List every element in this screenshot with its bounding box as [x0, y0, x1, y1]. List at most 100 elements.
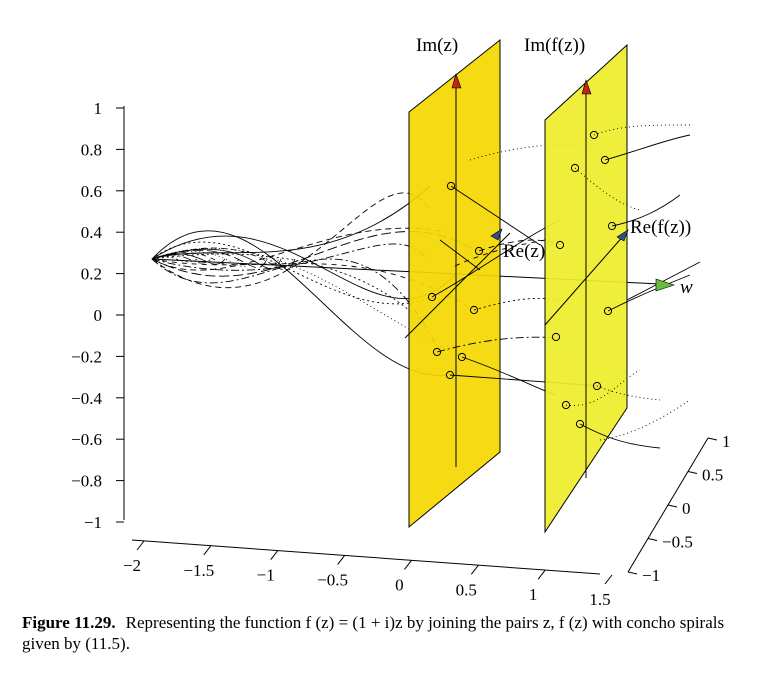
figure-caption: Figure 11.29. Representing the function f…	[22, 612, 757, 654]
axes: −1 −0.8 −0.6 −0.4 −0.2 0 0.2 0.4 0.6 0.8 1 −2 −1.5 −1…	[71, 99, 730, 609]
z-plane-vertical-arrow	[451, 73, 462, 89]
spiral-curve	[151, 253, 421, 321]
spiral-curve	[574, 167, 641, 211]
x-axis-tick	[337, 555, 345, 565]
z-axis-tick-label: −0.8	[71, 472, 102, 491]
x-axis-tick	[404, 560, 412, 570]
spiral-curve-loop	[151, 249, 268, 269]
z-plane-horizontal-label: Re(z)	[503, 241, 545, 262]
sample-point	[555, 240, 565, 250]
spiral-curve-loop	[151, 252, 240, 266]
spiral-curve	[151, 241, 433, 305]
spiral-curve	[151, 243, 429, 271]
sample-point	[607, 221, 617, 231]
sample-point	[446, 181, 456, 191]
sample-point	[592, 381, 602, 391]
x-axis-line	[131, 539, 601, 575]
y-axis-tick	[647, 538, 658, 541]
w-plane-vertical-label: Im(f(z))	[524, 35, 585, 56]
w-axis-label: w	[680, 277, 693, 298]
y-axis-tick-label: 0.5	[702, 466, 723, 485]
spiral-curve	[607, 274, 691, 312]
w-plane-horizontal-label: Re(f(z))	[630, 217, 691, 238]
x-axis-tick	[537, 569, 546, 580]
sample-point	[600, 155, 610, 165]
x-axis-tick-label: −1.5	[183, 561, 214, 580]
sample-point	[432, 347, 442, 357]
spiral-curves-front	[565, 124, 701, 449]
x-axis-tick	[136, 540, 145, 551]
w-axis-arrow	[655, 278, 675, 292]
plot-svg: −1 −0.8 −0.6 −0.4 −0.2 0 0.2 0.4 0.6 0.8 1 −2 −1.5 −1…	[71, 35, 730, 609]
x-axis-tick-label: −0.5	[317, 571, 348, 590]
spiral-curve-loop	[151, 247, 296, 271]
spiral-curve	[599, 399, 691, 441]
sample-point	[474, 246, 484, 256]
plane-labels: Im(z) Im(f(z)) Re(z) Re(f(z)) w	[416, 35, 693, 298]
z-axis-tick-label: 0	[94, 306, 103, 325]
z-axis-tick-label: −0.2	[71, 347, 102, 366]
w-plane-horizontal-axis	[544, 233, 626, 326]
z-plane	[404, 38, 511, 529]
sample-point	[427, 292, 437, 302]
w-plane	[544, 43, 629, 534]
sample-point	[561, 400, 571, 410]
x-axis-tick	[203, 545, 212, 556]
sample-point	[570, 163, 580, 173]
y-axis-tick	[667, 504, 678, 508]
figure-area: −1 −0.8 −0.6 −0.4 −0.2 0 0.2 0.4 0.6 0.8 1 −2 −1.5 −1…	[71, 35, 730, 609]
x-axis-tick-label: −1	[257, 566, 275, 585]
sample-point	[575, 419, 585, 429]
z-axis-tick-label: 0.6	[81, 182, 102, 201]
y-axis-tick-label: 0	[682, 499, 691, 518]
z-axis-tick-label: 0.8	[81, 140, 102, 159]
z-plane-vertical-label: Im(z)	[416, 35, 458, 56]
spiral-curve-loop	[151, 251, 254, 267]
sample-point	[603, 306, 613, 316]
x-axis-tick-label: 1.5	[589, 590, 610, 609]
spiral-curve	[151, 258, 441, 353]
x-axis-tick	[470, 564, 479, 575]
spiral-curve	[151, 230, 449, 376]
sample-point	[469, 305, 479, 315]
spiral-curve-loop	[151, 254, 212, 264]
w-plane-vertical-arrow	[581, 79, 592, 95]
spiral-curve	[454, 239, 546, 267]
spiral-curve	[151, 192, 431, 288]
y-axis-tick	[707, 437, 718, 441]
spiral-curve-loop	[151, 255, 198, 263]
z-plane-horizontal-arrow	[490, 228, 503, 241]
caption-text: Representing the function f (z) = (1 + i…	[22, 613, 725, 653]
sample-point	[551, 332, 561, 342]
spiral-curve	[604, 134, 691, 161]
x-axis-tick-label: −2	[123, 556, 141, 575]
spiral-curve	[450, 185, 541, 246]
spiral-curve	[593, 124, 691, 136]
sample-point	[457, 352, 467, 362]
x-axis-tick	[604, 574, 613, 585]
x-axis-tick-label: 1	[529, 585, 538, 604]
y-axis-tick-label: 1	[722, 432, 731, 451]
z-axis-tick-label: 0.2	[81, 265, 102, 284]
x-axis-tick	[270, 550, 279, 561]
spiral-curve	[626, 261, 701, 301]
y-axis-tick-label: −1	[642, 566, 660, 585]
spiral-curve	[151, 258, 471, 309]
spiral-curve	[473, 298, 561, 311]
z-plane-horizontal-axis	[404, 232, 511, 339]
x-axis-tick-label: 0.5	[456, 580, 477, 599]
spiral-curve	[439, 239, 481, 271]
w-plane-horizontal-arrow	[616, 229, 629, 242]
z-axis-tick-label: −0.4	[71, 389, 102, 408]
y-axis-tick-label: −0.5	[662, 533, 693, 552]
z-axis-tick-label: −1	[84, 513, 102, 532]
z-axis-tick-label: 1	[94, 99, 103, 118]
spiral-curve	[151, 227, 447, 271]
caption-label: Figure 11.29.	[22, 613, 116, 632]
z-axis-tick-label: 0.4	[81, 223, 103, 242]
y-axis-tick	[687, 471, 698, 474]
sample-point	[589, 130, 599, 140]
x-axis-tick-label: 0	[395, 575, 404, 594]
y-axis-tick	[627, 571, 638, 575]
spiral-curve	[565, 369, 641, 406]
